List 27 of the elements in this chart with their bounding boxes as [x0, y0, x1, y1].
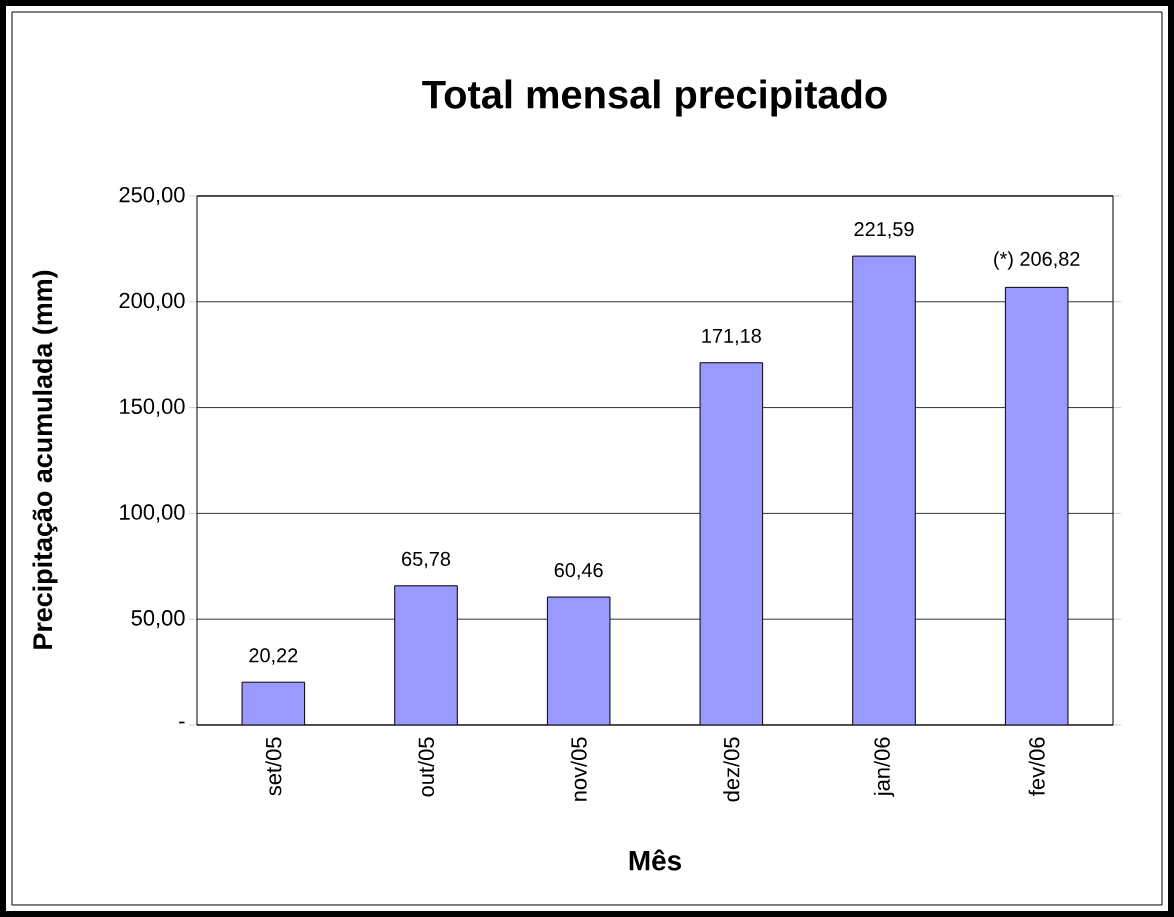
x-tick-label: set/05 [265, 737, 282, 796]
bar [852, 255, 916, 725]
y-tick-label: - [179, 721, 185, 724]
x-tick-label: dez/05 [723, 737, 740, 802]
y-tick-label: 100,00 [120, 504, 185, 523]
data-label: 60,46 [554, 563, 603, 580]
bar [241, 681, 306, 725]
x-tick-label: jan/06 [873, 737, 895, 797]
bar [394, 585, 458, 725]
x-tick-label: nov/05 [570, 737, 587, 801]
bar [699, 362, 764, 725]
y-axis-title: Precipitação acumulada (mm) [32, 270, 58, 649]
bar [546, 596, 611, 725]
y-tick-label: 50,00 [131, 610, 185, 629]
chart-title: Total mensal precipitado [422, 79, 887, 117]
data-label: (*) 206,82 [994, 251, 1080, 270]
y-tick-label: 200,00 [119, 292, 185, 311]
data-label: 221,59 [854, 222, 914, 239]
x-tick-label: fev/06 [1028, 737, 1045, 796]
y-tick-label: 150,00 [120, 398, 185, 417]
data-label: 171,18 [702, 328, 761, 346]
bar [1004, 286, 1069, 725]
data-label: 20,22 [249, 648, 298, 665]
x-tick-label: out/05 [417, 737, 435, 797]
data-label: 65,78 [402, 551, 451, 569]
y-tick-label: 250,00 [119, 186, 185, 206]
x-axis-title: Mês [629, 849, 681, 871]
